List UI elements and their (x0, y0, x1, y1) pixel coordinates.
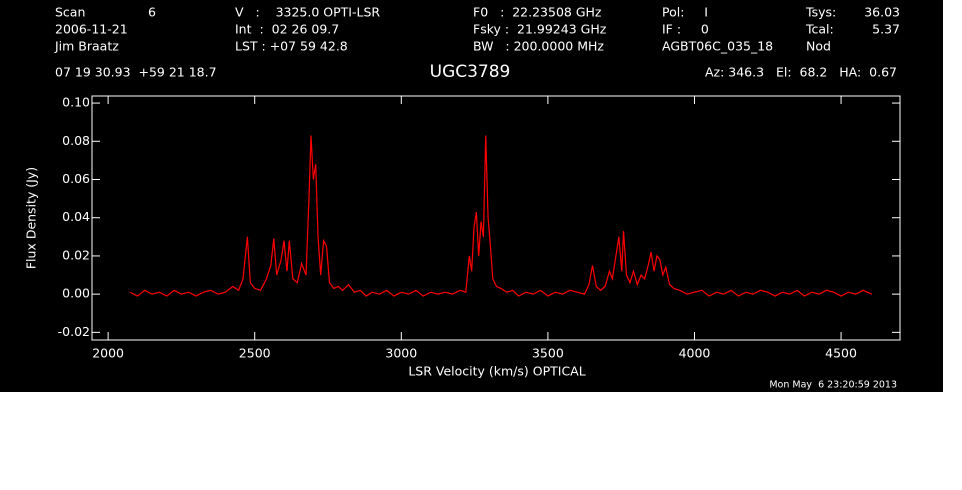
polarization: Pol: I (662, 5, 708, 20)
lst: LST : +07 59 42.8 (235, 39, 348, 54)
tsys-label: Tsys: (805, 5, 836, 20)
x-tick-label: 2000 (92, 346, 124, 361)
y-tick-label: 0.04 (62, 209, 90, 224)
int-time: Int : 02 26 09.7 (235, 22, 339, 37)
spectrum-line (129, 135, 873, 297)
y-axis-label: Flux Density (Jy) (24, 167, 39, 269)
scan-number: 6 (148, 5, 156, 20)
x-tick-label: 3000 (385, 346, 417, 361)
fsky: Fsky : 21.99243 GHz (473, 22, 607, 37)
project: AGBT06C_035_18 (662, 39, 773, 54)
scan-label: Scan (55, 5, 85, 20)
date: 2006-11-21 (55, 22, 128, 37)
x-axis-label: LSR Velocity (km/s) OPTICAL (408, 364, 585, 379)
y-tick-label: -0.02 (58, 324, 90, 339)
timestamp: Mon May 6 23:20:59 2013 (769, 380, 897, 391)
tcal: 5.37 (872, 22, 900, 37)
chart-title: UGC3789 (430, 62, 511, 82)
coordinates: 07 19 30.93 +59 21 18.7 (55, 65, 217, 80)
tcal-label: Tcal: (805, 22, 834, 37)
velocity: V : 3325.0 OPTI-LSR (235, 5, 380, 20)
az-el: Az: 346.3 El: 68.2 HA: 0.67 (705, 65, 897, 80)
y-tick-label: 0.06 (62, 171, 90, 186)
y-tick-label: 0.10 (62, 95, 90, 110)
observer: Jim Braatz (54, 39, 119, 54)
x-tick-label: 4000 (679, 346, 711, 361)
x-tick-label: 4500 (825, 346, 857, 361)
bandwidth: BW : 200.0000 MHz (473, 39, 604, 54)
y-tick-label: 0.08 (62, 133, 90, 148)
y-tick-label: 0.02 (62, 247, 90, 262)
plot-window (0, 0, 943, 392)
y-tick-label: 0.00 (62, 286, 90, 301)
x-tick-label: 2500 (239, 346, 271, 361)
tsys: 36.03 (864, 5, 900, 20)
procedure: Nod (806, 39, 831, 54)
x-tick-label: 3500 (532, 346, 564, 361)
f0: F0 : 22.23508 GHz (473, 5, 602, 20)
if: IF : 0 (662, 22, 709, 37)
